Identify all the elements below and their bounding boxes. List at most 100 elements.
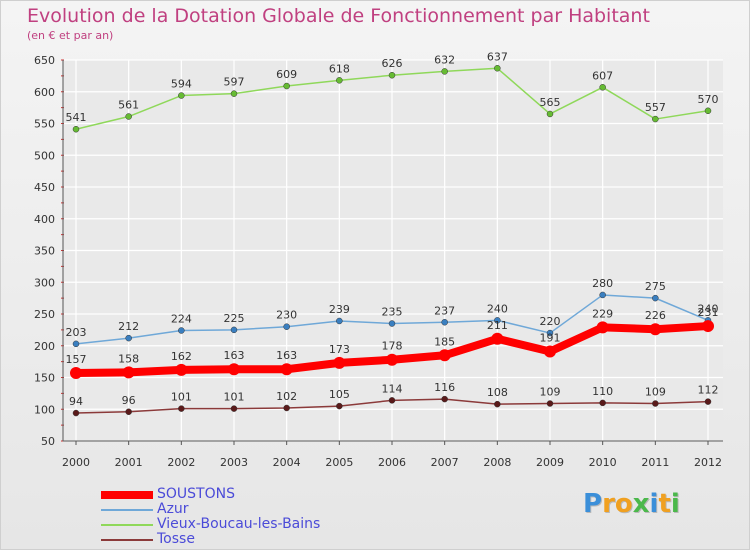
data-label-azur: 203 (66, 326, 87, 339)
data-label-vieux-boucau-les-bains: 632 (434, 53, 455, 66)
logo-letter: i (649, 489, 659, 519)
y-tick-label: 250 (34, 308, 55, 321)
proxiti-logo: Proxiti (583, 489, 680, 519)
data-label-azur: 225 (224, 312, 245, 325)
data-label-vieux-boucau-les-bains: 618 (329, 62, 350, 75)
data-label-azur: 275 (645, 280, 666, 293)
x-tick-label: 2007 (431, 456, 459, 469)
data-label-soustons: 191 (540, 331, 561, 344)
data-point-vieux-boucau-les-bains (230, 90, 238, 97)
data-point-azur (599, 291, 606, 299)
data-point-tosse (336, 402, 343, 410)
data-label-vieux-boucau-les-bains: 541 (66, 111, 87, 124)
x-tick-label: 2003 (220, 456, 248, 469)
logo-letter: x (632, 489, 650, 519)
data-label-soustons: 178 (382, 340, 403, 353)
logo-letter: r (602, 489, 615, 519)
data-point-azur (230, 326, 238, 334)
data-point-soustons (702, 320, 714, 333)
x-tick-label: 2006 (378, 456, 406, 469)
data-label-azur: 230 (276, 309, 297, 322)
legend-swatch (101, 524, 153, 526)
data-point-tosse (230, 405, 238, 412)
data-label-vieux-boucau-les-bains: 626 (382, 57, 403, 70)
data-label-soustons: 163 (276, 349, 297, 362)
logo-letter: t (658, 489, 671, 519)
y-tick-label: 350 (34, 245, 55, 258)
data-label-vieux-boucau-les-bains: 609 (276, 68, 297, 81)
data-label-soustons: 231 (698, 306, 719, 319)
data-point-vieux-boucau-les-bains (494, 65, 501, 72)
legend-swatch (101, 491, 153, 499)
data-point-tosse (441, 395, 448, 403)
data-label-tosse: 96 (122, 394, 136, 407)
data-point-vieux-boucau-les-bains (546, 110, 554, 118)
data-point-vieux-boucau-les-bains (178, 92, 185, 99)
data-point-tosse (283, 404, 290, 412)
data-point-vieux-boucau-les-bains (704, 107, 712, 115)
data-point-tosse (125, 408, 132, 416)
data-point-vieux-boucau-les-bains (388, 71, 396, 79)
legend-label: Azur (157, 501, 189, 517)
data-label-vieux-boucau-les-bains: 637 (487, 50, 508, 63)
legend-swatch (101, 509, 153, 511)
data-label-tosse: 94 (69, 395, 83, 408)
data-label-tosse: 108 (487, 386, 508, 399)
y-tick-label: 50 (41, 435, 55, 448)
data-point-azur (441, 319, 448, 326)
legend-swatch (101, 539, 153, 541)
x-tick-label: 2005 (325, 456, 353, 469)
y-tick-label: 150 (34, 372, 55, 385)
y-tick-label: 650 (34, 54, 55, 67)
data-point-soustons (333, 356, 346, 369)
logo-letter: o (614, 489, 633, 519)
data-label-azur: 235 (382, 306, 403, 319)
data-point-azur (72, 340, 80, 348)
data-point-soustons (596, 321, 609, 334)
data-label-vieux-boucau-les-bains: 597 (224, 76, 245, 89)
y-tick-label: 200 (34, 340, 55, 353)
data-label-tosse: 102 (276, 390, 297, 403)
data-label-vieux-boucau-les-bains: 561 (118, 99, 139, 112)
y-tick-label: 500 (34, 149, 55, 162)
data-point-vieux-boucau-les-bains (125, 113, 132, 120)
y-tick-label: 300 (34, 276, 55, 289)
data-label-soustons: 162 (171, 350, 192, 363)
data-label-vieux-boucau-les-bains: 570 (698, 93, 719, 106)
data-label-azur: 240 (698, 302, 719, 315)
data-label-tosse: 109 (540, 386, 561, 399)
x-tick-label: 2008 (483, 456, 511, 469)
data-point-azur (283, 323, 290, 330)
data-point-azur (494, 317, 501, 324)
data-point-tosse (599, 399, 606, 407)
x-tick-label: 2000 (62, 456, 90, 469)
data-point-tosse (388, 397, 396, 404)
logo-letter: i (670, 489, 680, 519)
data-label-azur: 280 (592, 277, 613, 290)
y-tick-label: 450 (34, 181, 55, 194)
data-label-soustons: 157 (66, 353, 87, 366)
y-tick-label: 100 (34, 403, 55, 416)
data-point-vieux-boucau-les-bains (599, 84, 606, 91)
legend-label: SOUSTONS (157, 486, 235, 502)
data-label-tosse: 101 (171, 391, 192, 404)
data-label-azur: 237 (434, 304, 455, 317)
data-label-soustons: 226 (645, 309, 666, 322)
data-label-vieux-boucau-les-bains: 607 (592, 69, 613, 82)
data-label-tosse: 116 (434, 381, 455, 394)
data-point-tosse (652, 400, 659, 407)
data-point-tosse (546, 400, 554, 407)
data-point-tosse (178, 405, 185, 412)
data-label-soustons: 158 (118, 352, 139, 365)
data-point-soustons (544, 345, 556, 358)
data-point-vieux-boucau-les-bains (652, 115, 659, 123)
chart-title: Evolution de la Dotation Globale de Fonc… (27, 5, 650, 27)
data-point-azur (388, 320, 396, 327)
data-point-vieux-boucau-les-bains (283, 82, 290, 90)
data-point-tosse (704, 398, 712, 405)
data-label-tosse: 112 (698, 384, 719, 397)
data-point-soustons (386, 353, 398, 366)
data-point-vieux-boucau-les-bains (72, 125, 80, 133)
data-point-vieux-boucau-les-bains (441, 68, 448, 75)
